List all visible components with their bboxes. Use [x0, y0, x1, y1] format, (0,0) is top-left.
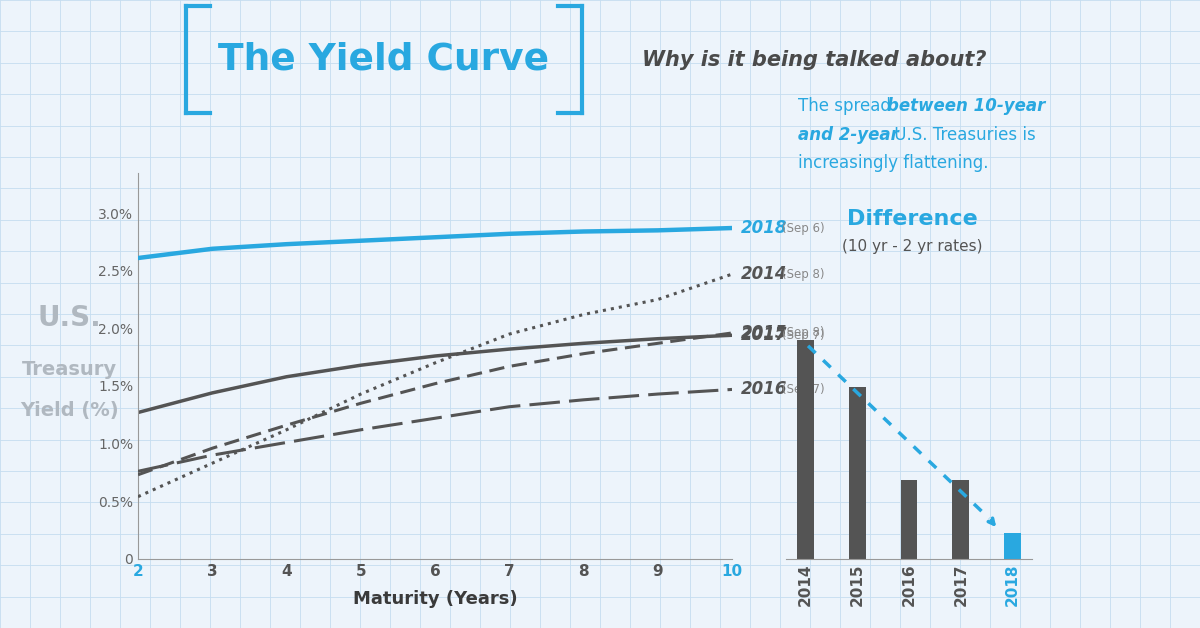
Text: 2017: 2017: [740, 327, 787, 344]
Text: 2015: 2015: [740, 324, 787, 342]
Text: The spread: The spread: [798, 97, 896, 116]
Text: (10 yr - 2 yr rates): (10 yr - 2 yr rates): [841, 239, 983, 254]
Bar: [797, 340, 814, 559]
Bar: [848, 387, 865, 559]
Text: (Sep 7): (Sep 7): [782, 383, 826, 396]
Text: and 2-year: and 2-year: [798, 126, 899, 144]
Bar: [901, 480, 917, 559]
Bar: [1004, 533, 1021, 559]
Text: between 10-year: between 10-year: [888, 97, 1045, 116]
Text: 2018: 2018: [740, 219, 787, 237]
Text: Yield (%): Yield (%): [20, 401, 119, 420]
X-axis label: Maturity (Years): Maturity (Years): [353, 590, 517, 608]
Text: (Sep 6): (Sep 6): [782, 222, 826, 234]
Text: U.S.: U.S.: [38, 303, 102, 332]
Text: Why is it being talked about?: Why is it being talked about?: [642, 50, 986, 70]
Text: 2016: 2016: [740, 381, 787, 398]
Text: (Sep 8): (Sep 8): [782, 327, 824, 340]
Text: (Sep 8): (Sep 8): [782, 268, 824, 281]
Text: increasingly flattening.: increasingly flattening.: [798, 154, 989, 172]
Bar: [953, 480, 970, 559]
Text: Difference: Difference: [847, 209, 977, 229]
Text: The Yield Curve: The Yield Curve: [218, 41, 550, 78]
Text: Treasury: Treasury: [22, 360, 118, 379]
Text: U.S. Treasuries is: U.S. Treasuries is: [889, 126, 1036, 144]
Text: (Sep 7): (Sep 7): [782, 329, 826, 342]
Text: 2014: 2014: [740, 265, 787, 283]
